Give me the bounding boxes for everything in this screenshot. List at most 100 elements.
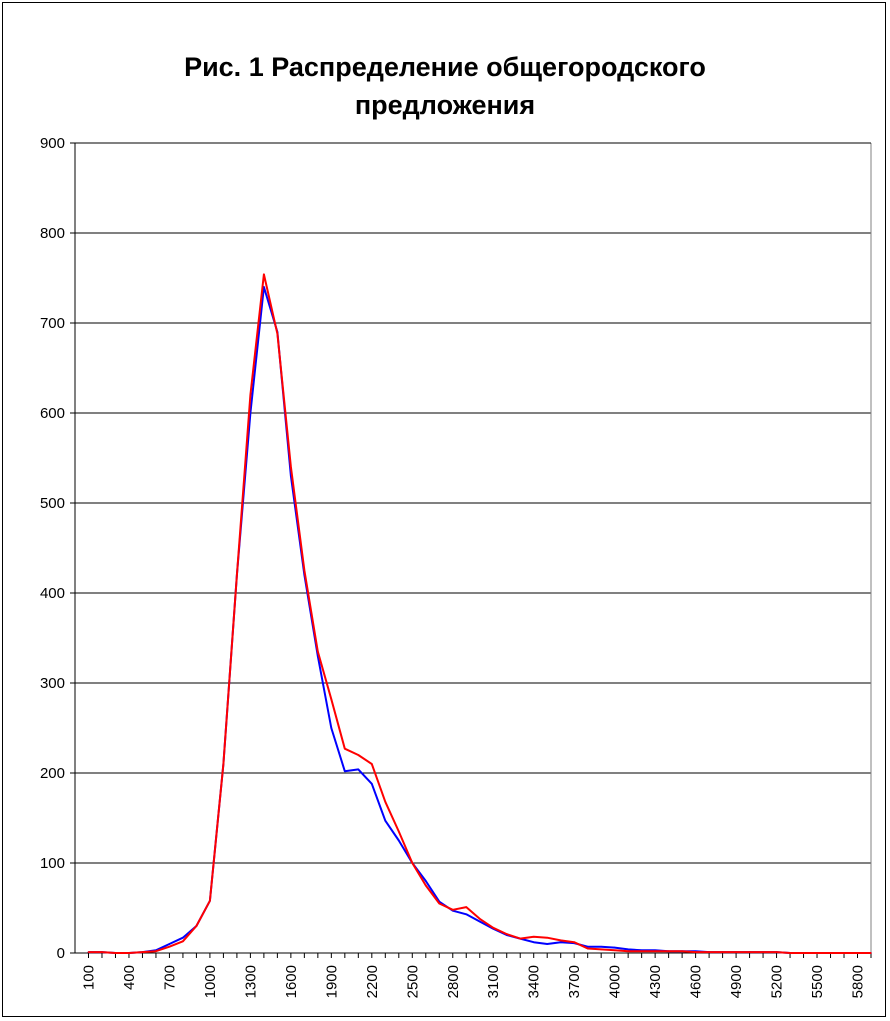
series-1-point-700: [168, 943, 171, 945]
x-tick-label-1000: 1000: [202, 965, 219, 998]
series-1-point-3800: [586, 945, 589, 948]
y-tick-label-500: 500: [40, 495, 65, 512]
series-2-point-2000: [344, 747, 346, 750]
series-2-point-5400: [802, 952, 805, 954]
x-tick-label-3700: 3700: [566, 965, 583, 998]
series-1-point-2200: [371, 783, 373, 785]
series-2-point-4900: [735, 951, 737, 953]
x-tick-label-4600: 4600: [688, 965, 705, 998]
series-2-point-1800: [317, 650, 319, 653]
series-2-point-5000: [748, 951, 751, 953]
series-2-point-400: [128, 952, 130, 954]
series-2-point-600: [155, 950, 157, 952]
series-2-point-200: [101, 951, 103, 953]
y-tick-label-0: 0: [57, 945, 65, 962]
series-1-point-2900: [465, 913, 468, 916]
series-2-point-3100: [492, 927, 495, 929]
series-1-point-3600: [559, 941, 562, 943]
series-1-point-3400: [532, 941, 535, 943]
x-tick-label-5500: 5500: [809, 965, 826, 998]
chart-title-line-1: Рис. 1 Распределение общегородского: [184, 52, 706, 82]
y-tick-label-900: 900: [40, 135, 65, 152]
series-line-2: [88, 273, 871, 954]
series-2-point-2300: [384, 801, 387, 803]
x-tick-label-3400: 3400: [526, 965, 543, 998]
x-tick-label-3100: 3100: [485, 965, 502, 998]
series-1-point-4100: [627, 948, 629, 951]
series-2-point-2600: [424, 884, 427, 887]
series-2-point-4100: [627, 950, 629, 952]
chart-title: Рис. 1 Распределение общегородского пред…: [0, 48, 890, 124]
x-tick-label-100: 100: [80, 965, 97, 990]
series-1-point-2600: [424, 880, 427, 882]
series-2-point-3000: [478, 918, 481, 920]
y-tick-label-200: 200: [40, 765, 65, 782]
series-2-point-4400: [667, 950, 670, 952]
series-2-point-2100: [357, 754, 360, 756]
series-2-point-300: [114, 952, 117, 954]
series-2-point-3300: [519, 937, 522, 940]
series-1-point-3000: [478, 920, 481, 923]
y-tick-label-300: 300: [40, 675, 65, 692]
x-tick-label-1900: 1900: [323, 965, 340, 998]
x-tick-label-700: 700: [161, 965, 178, 990]
series-2-point-2800: [451, 909, 454, 911]
series-2-point-3200: [505, 933, 508, 935]
series-2-point-1400: [263, 273, 265, 276]
series-2-point-1100: [222, 763, 225, 765]
series-2-point-700: [168, 945, 171, 948]
series-2-point-500: [141, 951, 144, 953]
x-tick-label-1300: 1300: [242, 965, 259, 998]
series-2-point-1200: [236, 574, 238, 576]
series-2-point-1500: [276, 333, 279, 335]
series-2-point-4800: [721, 951, 724, 953]
series-1-point-4000: [613, 946, 616, 949]
series-line-1: [88, 286, 871, 954]
series-2-point-5100: [762, 951, 764, 953]
series-1-point-2000: [344, 770, 346, 772]
series-2-point-100: [87, 951, 90, 953]
series-1-point-2100: [357, 768, 360, 771]
series-2-point-4200: [640, 950, 643, 952]
y-tick-label-700: 700: [40, 315, 65, 332]
series-2-point-3600: [559, 939, 562, 942]
x-tick-label-5200: 5200: [769, 965, 786, 998]
series-1-point-2400: [397, 839, 400, 842]
x-tick-label-2500: 2500: [404, 965, 421, 998]
series-1-point-3900: [600, 945, 602, 948]
series-2-point-5200: [775, 951, 778, 953]
series-2-point-900: [195, 925, 198, 927]
series-2-point-1000: [209, 900, 211, 902]
series-2-point-4600: [694, 951, 697, 953]
series-2-point-1300: [249, 394, 252, 396]
series-2-point-5900: [870, 952, 872, 954]
series-2-point-1600: [290, 466, 292, 468]
series-2-point-5800: [856, 952, 859, 954]
x-tick-label-400: 400: [121, 965, 138, 990]
axis-layer: [70, 142, 872, 958]
x-tick-label-4300: 4300: [647, 965, 664, 998]
series-2-point-2200: [371, 763, 373, 765]
series-2-point-1900: [330, 698, 333, 700]
y-tick-label-100: 100: [40, 855, 65, 872]
series-1-point-800: [182, 936, 184, 939]
series-2-point-4700: [708, 951, 710, 953]
series-2-point-3900: [600, 948, 602, 951]
x-tick-label-4000: 4000: [607, 965, 624, 998]
series-1-point-2300: [384, 819, 387, 822]
x-tick-label-5800: 5800: [850, 965, 867, 998]
series-2-point-5300: [789, 952, 791, 954]
grid-layer: [75, 142, 871, 864]
series-2-point-3500: [546, 936, 549, 939]
y-tick-label-800: 800: [40, 225, 65, 242]
series-2-point-3700: [573, 941, 575, 943]
x-tick-label-4900: 4900: [728, 965, 745, 998]
series-2-point-4500: [681, 950, 683, 952]
series-2-point-5600: [829, 952, 832, 954]
series-2-point-4300: [654, 950, 656, 952]
series-2-point-2500: [411, 862, 414, 864]
series-2-point-3400: [532, 936, 535, 938]
series-2-point-5500: [816, 952, 818, 954]
